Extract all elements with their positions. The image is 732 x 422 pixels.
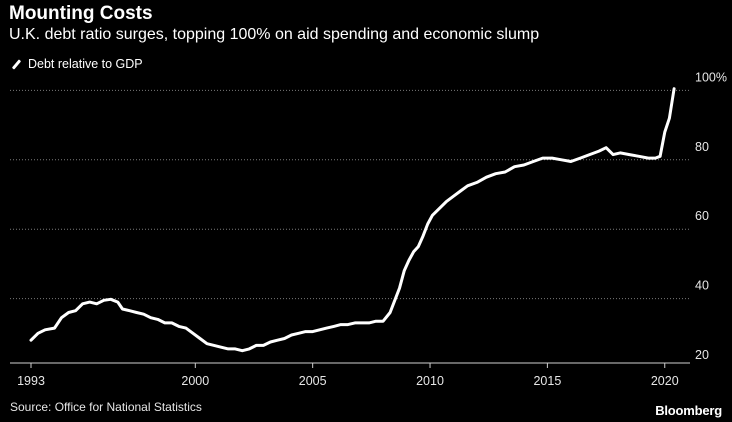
y-tick-label: 60: [695, 209, 709, 223]
chart-title: Mounting Costs: [9, 3, 153, 24]
x-tick-label: 2010: [416, 374, 444, 388]
y-tick-label: 100%: [695, 70, 727, 84]
chart-subtitle: U.K. debt ratio surges, topping 100% on …: [9, 26, 540, 43]
bloomberg-logo: Bloomberg: [655, 403, 722, 418]
legend-label: Debt relative to GDP: [28, 57, 143, 71]
x-tick-label: 2020: [651, 374, 679, 388]
y-tick-label: 40: [695, 279, 709, 293]
x-tick-label: 2005: [299, 374, 327, 388]
y-tick-label: 80: [695, 140, 709, 154]
x-tick-label: 1993: [17, 374, 45, 388]
chart-legend: Debt relative to GDP: [11, 57, 143, 71]
y-tick-label: 20: [695, 348, 709, 362]
x-tick-label: 2000: [181, 374, 209, 388]
series-line-debt-to-gdp: [29, 87, 676, 353]
source-note: Source: Office for National Statistics: [10, 400, 202, 414]
x-tick-label: 2015: [533, 374, 561, 388]
